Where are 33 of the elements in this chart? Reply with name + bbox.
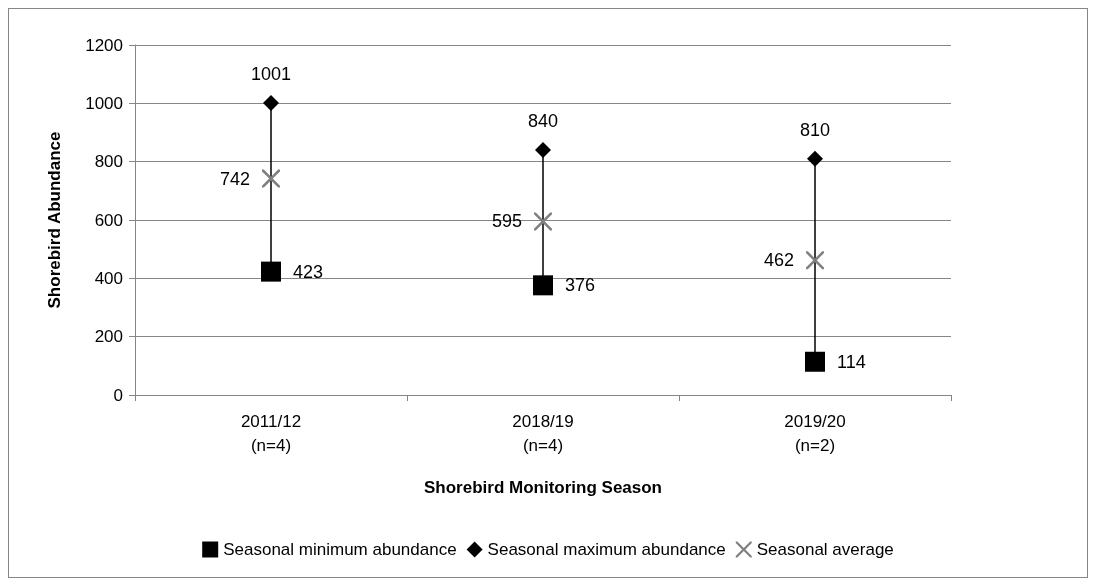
x-tick-label: 2019/20 (n=2) — [784, 411, 846, 455]
point — [805, 351, 825, 372]
point — [806, 251, 824, 270]
data-label: 810 — [799, 119, 831, 140]
data-label: 423 — [293, 261, 324, 282]
legend-label: Seasonal minimum abundance — [223, 540, 457, 559]
point — [535, 142, 551, 158]
data-label: 742 — [219, 168, 250, 189]
y-axis-title: Shorebird Abundance — [45, 131, 64, 309]
point — [262, 169, 280, 188]
x-tick-label: 2011/12 (n=4) — [240, 411, 302, 455]
legend-label: Seasonal maximum abundance — [487, 540, 726, 559]
y-tick-label: 0 — [113, 385, 123, 405]
legend-label: Seasonal average — [756, 540, 894, 559]
y-tick-label: 600 — [94, 210, 123, 230]
point — [261, 261, 281, 282]
y-tick-label: 1200 — [85, 35, 123, 55]
data-label: 595 — [491, 211, 522, 232]
point — [534, 212, 552, 231]
data-label: 462 — [763, 250, 794, 271]
y-tick-label: 400 — [94, 268, 123, 288]
data-label: 114 — [837, 351, 866, 372]
point — [533, 275, 553, 296]
point — [263, 95, 279, 112]
y-tick-label: 200 — [94, 327, 123, 347]
y-tick-label: 1000 — [85, 93, 123, 113]
x-tick-label: 2018/19 (n=4) — [512, 411, 574, 455]
data-label: 376 — [565, 275, 596, 296]
x-axis-title: Shorebird Monitoring Season — [423, 478, 663, 497]
y-tick-label: 800 — [94, 152, 123, 172]
data-label: 1001 — [250, 64, 292, 85]
data-label: 840 — [527, 111, 559, 131]
point — [807, 150, 823, 167]
